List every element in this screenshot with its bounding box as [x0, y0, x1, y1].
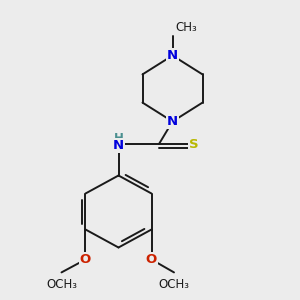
Text: OCH₃: OCH₃	[46, 278, 77, 291]
Text: N: N	[167, 115, 178, 128]
Text: O: O	[146, 253, 157, 266]
Text: H: H	[114, 132, 123, 145]
Text: N: N	[113, 139, 124, 152]
Text: S: S	[189, 137, 198, 151]
Text: CH₃: CH₃	[176, 21, 197, 34]
Text: N: N	[167, 49, 178, 62]
Text: OCH₃: OCH₃	[158, 278, 190, 291]
Text: O: O	[80, 253, 91, 266]
